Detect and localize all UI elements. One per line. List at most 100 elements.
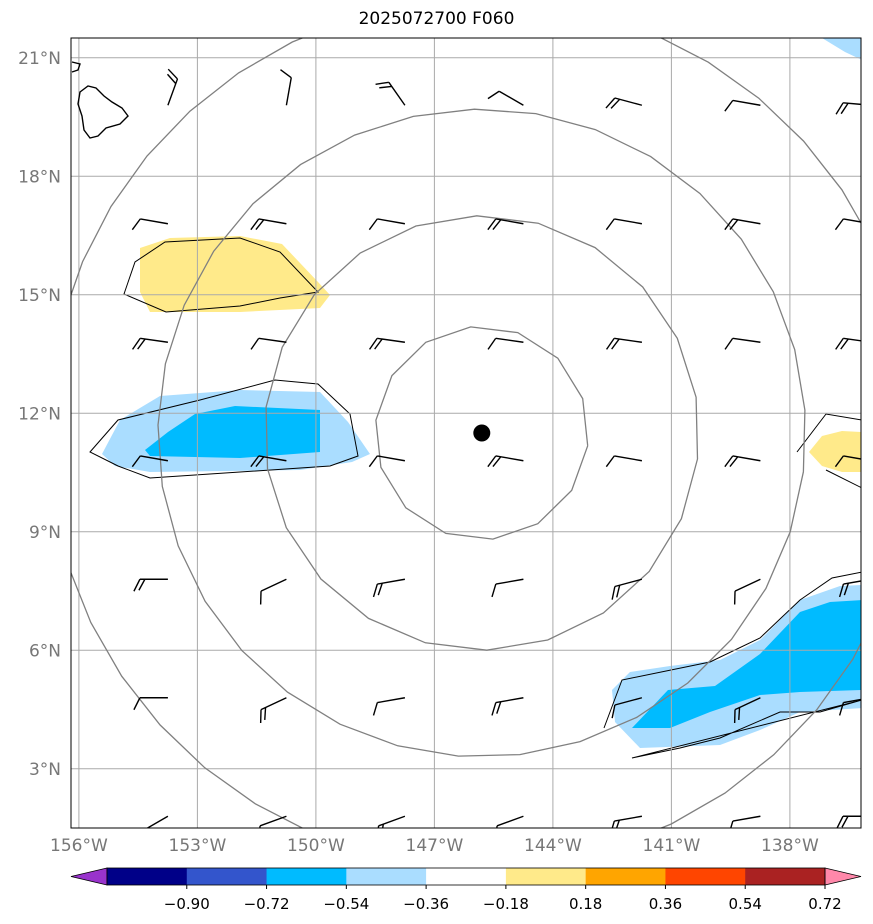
contour-outline	[89, 379, 359, 479]
colorbar-extend-min	[70, 867, 108, 886]
wind-barb	[487, 455, 524, 468]
colorbar-tick-label: −0.90	[164, 895, 210, 913]
wind-barb	[835, 337, 861, 350]
storm-center-marker	[473, 424, 491, 442]
wind-barb	[728, 815, 761, 828]
colorbar-tick-label: −0.36	[403, 895, 449, 913]
wind-barb	[834, 455, 861, 468]
island-coastline-small	[71, 61, 81, 73]
wind-barb	[605, 337, 642, 350]
longitude-label: 156°W	[50, 836, 108, 856]
colorbar-tick-label: 0.36	[649, 895, 682, 913]
wind-barb	[605, 218, 643, 231]
wind-barb	[372, 578, 406, 598]
longitude-label: 147°W	[406, 836, 464, 856]
wind-barb	[368, 455, 406, 468]
latitude-label: 3°N	[29, 760, 61, 780]
negative-anomaly-inner-southeast	[632, 600, 861, 728]
wind-barb	[838, 697, 861, 716]
wind-barb	[375, 81, 406, 106]
wind-barb	[609, 815, 643, 828]
longitude-label: 153°W	[169, 836, 227, 856]
wind-barb	[259, 578, 287, 605]
negative-anomaly-corner-northeast	[822, 38, 861, 60]
colorbar-segment	[426, 868, 507, 885]
range-ring	[375, 326, 589, 540]
wind-barb	[724, 337, 761, 350]
wind-barb	[131, 455, 169, 468]
latitude-label: 18°N	[18, 167, 61, 187]
latitude-label: 9°N	[29, 523, 61, 543]
colorbar-segment	[346, 868, 427, 885]
colorbar-tick-label: −0.18	[483, 895, 529, 913]
wind-barb	[733, 697, 761, 724]
wind-barb	[131, 218, 169, 231]
colorbar-segment	[665, 868, 746, 885]
colorbar	[70, 867, 862, 886]
wind-barb	[834, 218, 861, 231]
positive-anomaly-region-east	[809, 431, 861, 472]
colorbar-extend-max	[824, 867, 862, 886]
wind-barb	[835, 102, 861, 115]
wind-barb	[280, 69, 292, 106]
wind-barb	[372, 697, 406, 716]
latitude-label: 6°N	[29, 641, 61, 661]
wind-barb	[368, 218, 406, 231]
wind-barb	[250, 455, 287, 468]
colorbar-segment	[186, 868, 268, 885]
colorbar-segment	[107, 868, 188, 885]
wind-barb	[487, 90, 524, 106]
wind-barb	[257, 815, 287, 828]
wind-barb	[605, 455, 643, 468]
contour-outline	[603, 571, 861, 759]
wind-barb	[611, 578, 643, 600]
contour-outline	[123, 237, 320, 313]
wind-barb	[133, 578, 168, 592]
range-ring	[157, 108, 806, 757]
wind-barb	[733, 578, 761, 605]
wind-barb	[376, 815, 406, 828]
colorbar-tick-label: −0.72	[244, 895, 290, 913]
latitude-label: 12°N	[18, 404, 61, 424]
wind-barb	[487, 218, 524, 231]
colorbar-segment	[745, 868, 826, 885]
range-ring	[71, 38, 861, 828]
wind-barb	[131, 337, 168, 350]
colorbar-tick-label: 0.54	[729, 895, 762, 913]
wind-barb	[836, 815, 861, 828]
wind-barb	[605, 97, 643, 109]
longitude-label: 141°W	[643, 836, 701, 856]
wind-barb	[368, 337, 405, 350]
island-coastline	[77, 85, 129, 139]
negative-anomaly-inner-west	[145, 406, 320, 458]
map-title: 2025072700 F060	[358, 9, 515, 29]
wind-barb	[724, 455, 761, 468]
contour-outline	[796, 413, 861, 489]
wind-barb	[724, 99, 761, 112]
latitude-label: 21°N	[18, 49, 61, 69]
wind-barb	[838, 578, 861, 598]
longitude-label: 138°W	[761, 836, 819, 856]
wind-barb	[259, 697, 287, 724]
wind-barb	[250, 218, 287, 231]
wind-barb	[724, 218, 761, 231]
wind-barb	[250, 337, 287, 350]
longitude-label: 150°W	[287, 836, 345, 856]
wind-barb	[611, 697, 643, 719]
wind-barb	[166, 68, 179, 106]
wind-barb	[491, 578, 524, 598]
colorbar-tick-label: 0.18	[569, 895, 602, 913]
map-frame	[70, 37, 862, 829]
wind-barb	[487, 337, 524, 350]
colorbar-segment	[266, 868, 347, 885]
latitude-label: 15°N	[18, 286, 61, 306]
longitude-label: 144°W	[524, 836, 582, 856]
wind-barb	[494, 815, 524, 828]
colorbar-tick-label: 0.72	[808, 895, 841, 913]
wind-barb	[133, 697, 168, 711]
wind-barb	[491, 697, 524, 716]
range-ring	[265, 215, 699, 651]
colorbar-segment	[585, 868, 666, 885]
colorbar-segment	[505, 868, 587, 885]
